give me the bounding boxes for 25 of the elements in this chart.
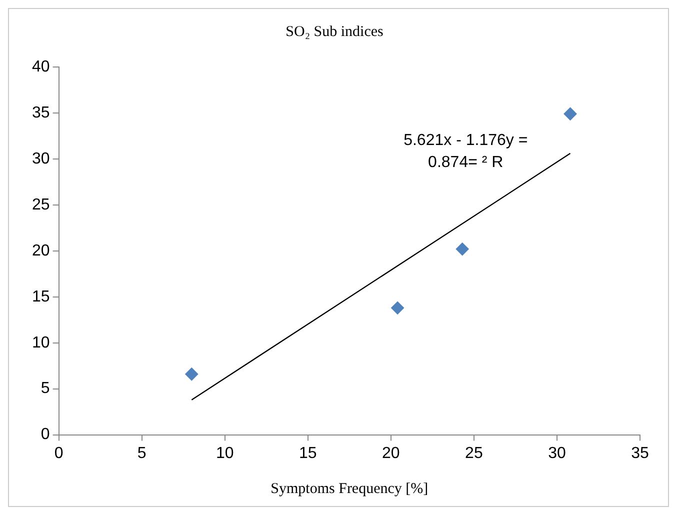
annotation: 5.621x - 1.176y = (404, 132, 528, 149)
y-tick-label: 25 (32, 196, 50, 214)
y-tick-label: 0 (40, 426, 50, 444)
y-tick-label: 10 (32, 334, 50, 352)
x-tick-label: 0 (54, 444, 64, 462)
y-tick-label: 40 (32, 58, 50, 76)
x-tick-label: 20 (382, 444, 400, 462)
y-tick-label: 20 (32, 242, 50, 260)
annotation: 0.874= ² R (428, 154, 504, 171)
chart-title: SO₂ Sub indices (286, 24, 384, 40)
x-tick-label: 35 (631, 444, 649, 462)
y-tick-label: 15 (32, 288, 50, 306)
point (391, 301, 404, 314)
y-tick-label: 35 (32, 104, 50, 122)
x-tick-label: 30 (548, 444, 566, 462)
point (185, 368, 198, 381)
x-tick-label: 5 (137, 444, 146, 462)
point (564, 107, 577, 120)
x-tick-label: 10 (216, 444, 234, 462)
x-axis-title: Symptoms Frequency [%] (270, 480, 428, 497)
y-tick-label: 5 (40, 380, 50, 398)
y-tick-label: 30 (32, 150, 50, 168)
x-tick-label: 15 (298, 444, 317, 462)
point (456, 242, 469, 256)
x-tick-label: 25 (465, 444, 483, 462)
